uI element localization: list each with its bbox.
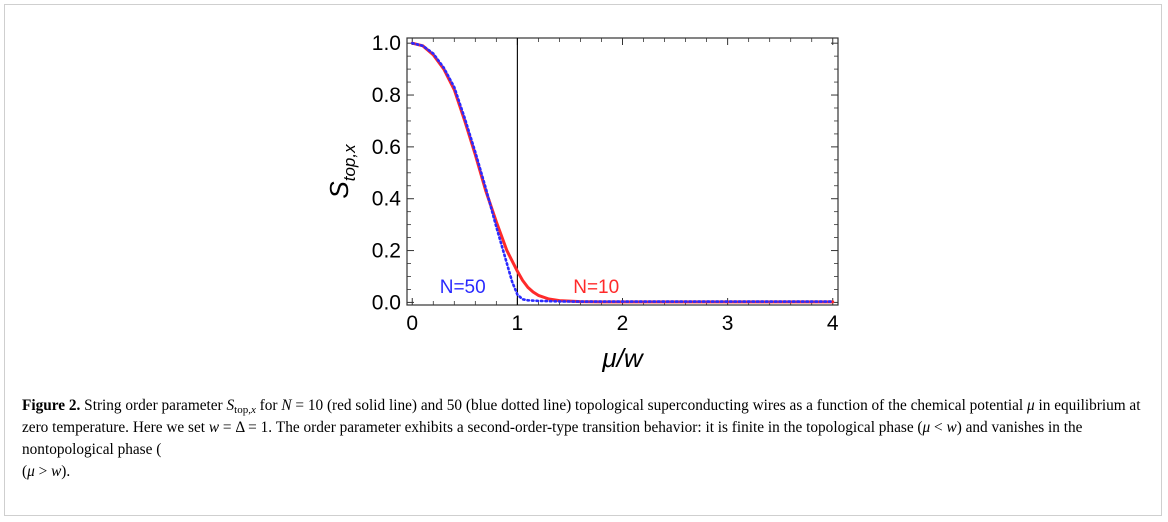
y-tick-label: 0.0 [372, 291, 401, 314]
caption-symbol: N [281, 397, 292, 414]
y-axis-label-main: S [324, 181, 354, 199]
figure-caption: Figure 2. String order parameter Stop,x … [22, 395, 1147, 483]
caption-subscript-text: top, [234, 404, 251, 416]
x-tick-label: 0 [406, 312, 418, 335]
caption-text: ). [61, 463, 71, 480]
y-axis-label: Stop,x [324, 144, 359, 199]
series-annotation: N=50 [440, 277, 486, 298]
caption-text: ( [22, 463, 28, 480]
x-tick-label: 3 [722, 312, 734, 335]
caption-text: > [34, 463, 52, 480]
caption-symbol: μ [1027, 397, 1035, 414]
caption-symbol: S [226, 397, 235, 414]
series-layer [410, 41, 835, 304]
caption-text: < [930, 419, 947, 436]
y-tick-label: 1.0 [372, 32, 401, 55]
caption-symbol: w [946, 419, 957, 436]
x-tick-label: 4 [827, 312, 839, 335]
x-axis-label: μ/w [601, 343, 644, 373]
caption-text: for [255, 397, 282, 414]
caption-symbol: w [51, 463, 62, 480]
y-tick-label: 0.4 [372, 188, 402, 211]
caption-symbol: w [208, 419, 220, 436]
caption-subscript-x: x [250, 404, 256, 416]
y-axis-label-sub: top,x [340, 144, 359, 181]
caption-text: in equilibrium at zero temperature. Here… [22, 397, 1141, 436]
caption-text: = Δ = 1. The order parameter exhibits a … [219, 419, 923, 436]
figure-frame: 0 1 2 3 4 0.0 0.2 0.4 0.6 0.8 1.0 N=50 N=10 μ/w Stop,… [4, 4, 1162, 516]
plot-frame [406, 37, 839, 306]
caption-symbol: μ [922, 419, 931, 436]
series-line-n-10 [410, 41, 835, 304]
caption-text: = 10 (red solid line) and 50 (blue dotte… [291, 397, 1027, 414]
label-layer: N=50 N=10 μ/w Stop,x [324, 144, 645, 373]
caption-symbol: μ [27, 463, 35, 480]
x-tick-label: 1 [512, 312, 524, 335]
caption-text: ) and vanishes in the nontopological pha… [22, 419, 1083, 458]
caption-subscript: top,x [234, 404, 256, 416]
y-tick-label: 0.6 [372, 136, 401, 159]
y-tick-label: 0.8 [372, 84, 401, 107]
x-tick-label: 2 [617, 312, 629, 335]
caption-text: String order parameter [80, 397, 227, 414]
series-line-n-50 [410, 41, 835, 303]
line-chart: 0 1 2 3 4 0.0 0.2 0.4 0.6 0.8 1.0 N=50 N=10 μ/w Stop,… [324, 32, 839, 373]
y-tick-label: 0.2 [372, 240, 401, 263]
series-annotation: N=10 [573, 277, 619, 298]
axes-layer: 0 1 2 3 4 0.0 0.2 0.4 0.6 0.8 1.0 [372, 32, 839, 335]
caption-label: Figure 2. [22, 397, 81, 414]
